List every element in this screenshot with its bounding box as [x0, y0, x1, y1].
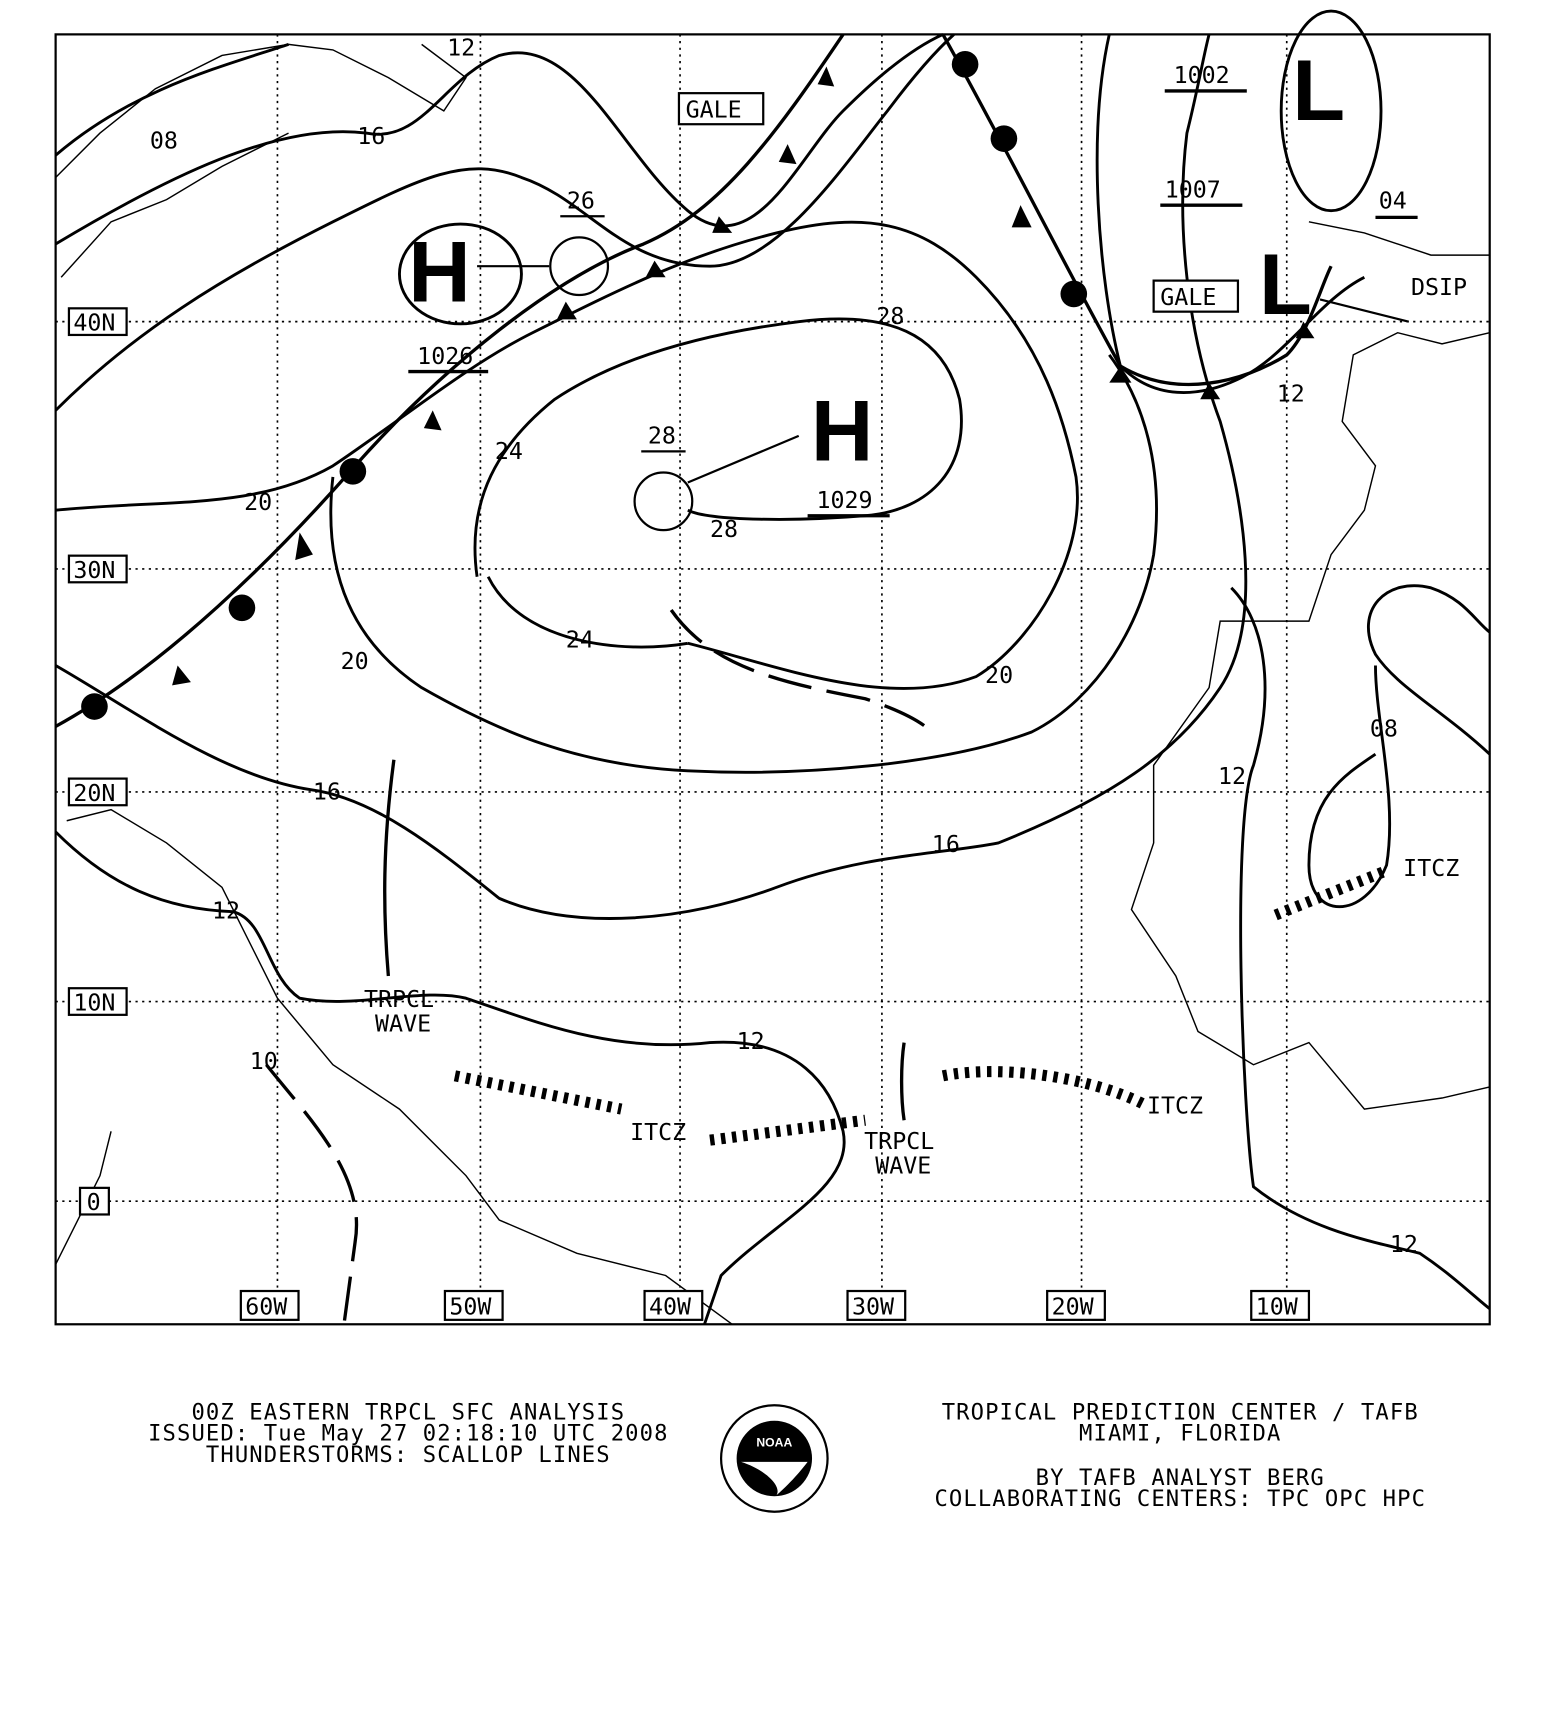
- pressure-value: 1029: [816, 487, 872, 514]
- stationary-front: [941, 33, 1333, 400]
- issued-time: ISSUED: Tue May 27 02:18:10 UTC 2008: [148, 1421, 668, 1447]
- isobar-label: 16: [313, 779, 341, 806]
- tropical-waves: [265, 609, 933, 1325]
- isobar-label: 20: [985, 662, 1013, 689]
- isobar-labels: 12 08 16 20 24 28 28 24 20 20 16 16 12 1…: [150, 34, 1418, 1258]
- station-marker: [549, 236, 610, 297]
- itcz-lines: [453, 865, 1389, 1146]
- lat-label: 20N: [73, 780, 115, 807]
- isobar-label: 28: [876, 303, 904, 330]
- pressure-value: 1007: [1165, 176, 1221, 203]
- lon-label: 20W: [1052, 1293, 1095, 1320]
- analyst: BY TAFB ANALYST BERG: [1036, 1465, 1325, 1491]
- isobar-label: 10: [250, 1048, 278, 1075]
- isobar-label: 12: [737, 1028, 765, 1055]
- latitude-labels: 40N 30N 20N 10N 0: [67, 307, 128, 1216]
- footer-right: TROPICAL PREDICTION CENTER / TAFB MIAMI,…: [934, 1400, 1426, 1513]
- lon-label: 30W: [852, 1293, 895, 1320]
- isobar-label: 12: [212, 897, 240, 924]
- pressure-value: 1002: [1174, 62, 1230, 89]
- station-marker: [633, 471, 694, 532]
- itcz-label: ITCZ: [630, 1119, 686, 1146]
- isobar-label: 12: [1277, 380, 1305, 407]
- tropical-wave-label: WAVE: [375, 1010, 431, 1037]
- lon-label: 40W: [649, 1293, 692, 1320]
- collaborating-centers: COLLABORATING CENTERS: TPC OPC HPC: [934, 1486, 1426, 1512]
- itcz-label: ITCZ: [1147, 1093, 1203, 1120]
- isobar-label: 12: [1218, 763, 1246, 790]
- low-pressure-symbol: L: [1259, 237, 1312, 333]
- high-pressure-symbol: H: [811, 383, 873, 479]
- station-value: 28: [648, 423, 676, 450]
- lat-label: 30N: [73, 557, 115, 584]
- footer-left: 00Z EASTERN TRPCL SFC ANALYSIS ISSUED: T…: [148, 1400, 668, 1468]
- lon-label: 10W: [1256, 1293, 1299, 1320]
- low-pressure-symbol: L: [1292, 43, 1345, 139]
- isobar-label: 24: [566, 627, 594, 654]
- isobar-label: 12: [447, 34, 475, 61]
- lat-label: 0: [87, 1189, 101, 1216]
- noaa-logo: NOAA: [719, 1404, 829, 1513]
- isobar-label: 16: [932, 831, 960, 858]
- station-value: 26: [567, 188, 595, 215]
- lon-label: 60W: [245, 1293, 288, 1320]
- isobar-label: 08: [1370, 715, 1398, 742]
- gale-warning-label: GALE: [686, 97, 742, 124]
- annotations: GALE GALE DSIP TRPCL WAVE TRPCL WAVE ITC…: [364, 92, 1467, 1179]
- pressure-centers: H 1026 H 1029 L 1002 L 1007 26 28: [408, 43, 1345, 518]
- coastlines: [54, 43, 1490, 1325]
- isobar-label: 24: [495, 438, 523, 465]
- tropical-wave-label: TRPCL: [364, 986, 434, 1013]
- high-pressure-symbol: H: [408, 225, 470, 321]
- dissipating-label: DSIP: [1411, 274, 1467, 301]
- map-frame: 40N 30N 20N 10N 0 60W 50W 40W 30W 20W 10…: [54, 9, 1491, 1326]
- itcz-label: ITCZ: [1403, 855, 1459, 882]
- lat-label: 40N: [73, 310, 115, 337]
- tropical-wave-label: WAVE: [875, 1152, 931, 1179]
- longitude-labels: 60W 50W 40W 30W 20W 10W: [239, 1289, 1311, 1321]
- isobar-label: 28: [710, 516, 738, 543]
- thunderstorm-legend: THUNDERSTORMS: SCALLOP LINES: [206, 1442, 611, 1468]
- isobar-label: 04: [1379, 188, 1407, 215]
- tropical-wave-label: TRPCL: [864, 1128, 934, 1155]
- noaa-logo-text: NOAA: [756, 1435, 792, 1449]
- lon-label: 50W: [449, 1293, 492, 1320]
- pressure-value: 1026: [417, 343, 473, 370]
- isobar-label: 20: [341, 648, 369, 675]
- center-name: TROPICAL PREDICTION CENTER / TAFB: [942, 1400, 1419, 1426]
- isobar-label: 08: [150, 128, 178, 155]
- isobar-label: 20: [244, 489, 272, 516]
- cold-front: [54, 33, 845, 728]
- isobar-label: 12: [1390, 1231, 1418, 1258]
- lat-label: 10N: [73, 989, 115, 1016]
- gale-warning-label: GALE: [1160, 284, 1216, 311]
- center-location: MIAMI, FLORIDA: [1079, 1421, 1281, 1447]
- chart-title: 00Z EASTERN TRPCL SFC ANALYSIS: [191, 1400, 625, 1426]
- isobar-label: 16: [357, 123, 385, 150]
